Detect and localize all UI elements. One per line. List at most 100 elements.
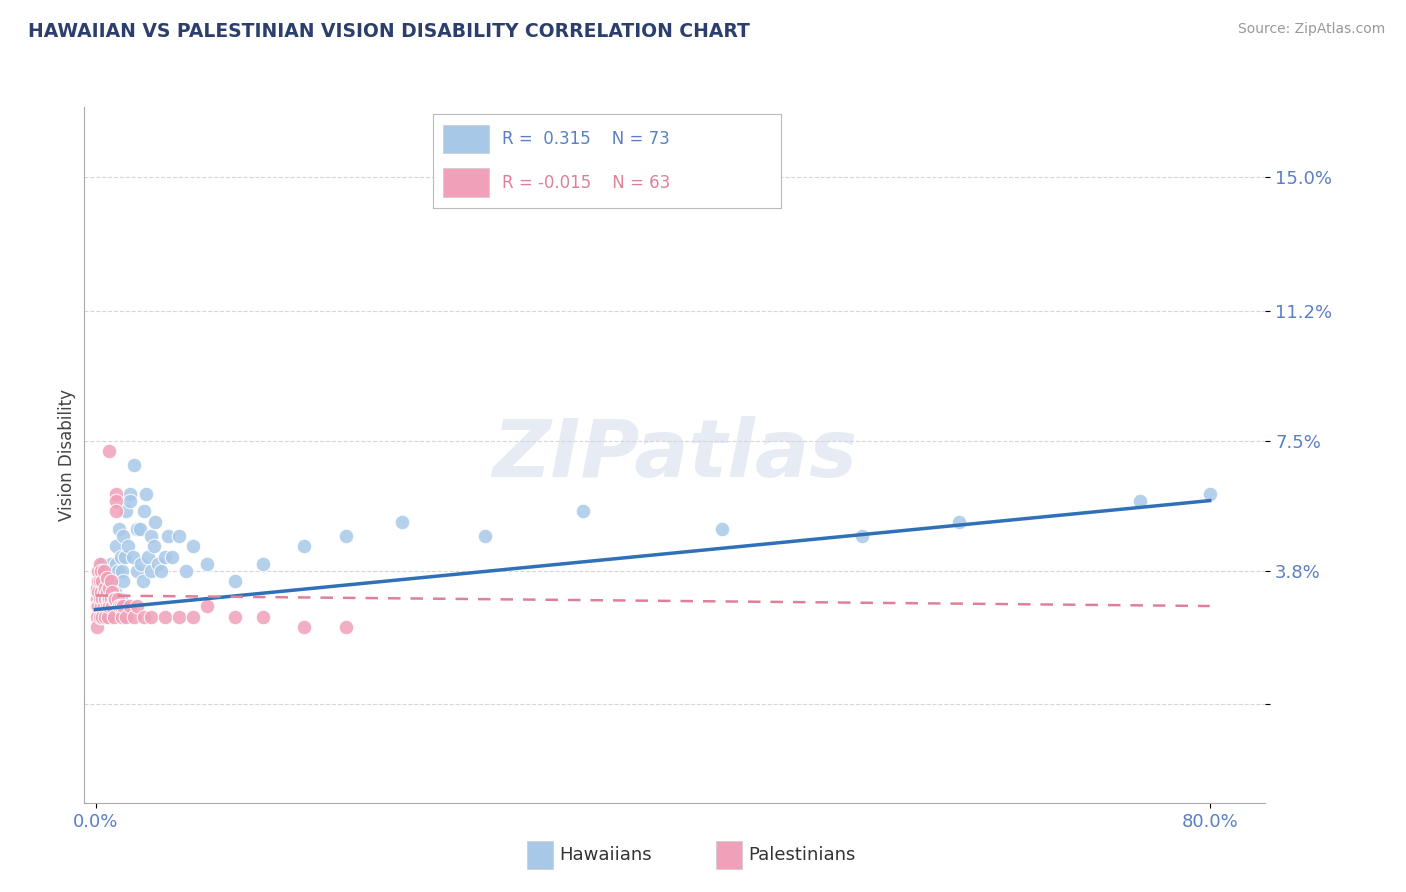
Point	[572, 504, 595, 518]
Point	[112, 599, 135, 613]
Point	[105, 493, 128, 508]
Point	[103, 592, 125, 607]
Point	[87, 585, 110, 599]
Point	[98, 609, 121, 624]
Point	[105, 504, 128, 518]
Point	[156, 529, 179, 543]
Point	[96, 585, 118, 599]
Point	[86, 585, 108, 599]
Point	[112, 529, 135, 543]
Point	[117, 539, 139, 553]
Point	[127, 522, 149, 536]
Point	[94, 582, 117, 596]
Point	[108, 599, 131, 613]
Point	[1198, 486, 1220, 500]
Point	[110, 592, 132, 607]
Point	[153, 609, 176, 624]
Point	[120, 486, 142, 500]
Point	[100, 557, 122, 571]
Point	[107, 592, 129, 607]
Point	[224, 609, 246, 624]
Point	[112, 574, 135, 589]
Point	[120, 493, 142, 508]
Text: ZIPatlas: ZIPatlas	[492, 416, 858, 494]
FancyBboxPatch shape	[716, 841, 742, 869]
Point	[87, 564, 110, 578]
Point	[252, 609, 274, 624]
Text: Source: ZipAtlas.com: Source: ZipAtlas.com	[1237, 22, 1385, 37]
Point	[141, 609, 163, 624]
Point	[97, 592, 120, 607]
Point	[122, 549, 145, 564]
Point	[104, 585, 127, 599]
Point	[86, 599, 108, 613]
Point	[167, 529, 190, 543]
Point	[91, 557, 114, 571]
Point	[195, 599, 218, 613]
Point	[98, 444, 121, 458]
Point	[100, 592, 122, 607]
Point	[98, 582, 121, 596]
Point	[90, 599, 112, 613]
Point	[101, 585, 124, 599]
Point	[132, 574, 155, 589]
Point	[90, 564, 112, 578]
Point	[101, 599, 124, 613]
Point	[124, 609, 146, 624]
Point	[181, 539, 204, 553]
Point	[89, 557, 111, 571]
Point	[105, 486, 128, 500]
Point	[87, 599, 110, 613]
Point	[131, 557, 153, 571]
Point	[89, 582, 111, 596]
Point	[138, 549, 160, 564]
Point	[195, 557, 218, 571]
Point	[98, 564, 121, 578]
Point	[97, 609, 120, 624]
Point	[115, 504, 138, 518]
Point	[86, 582, 108, 596]
Point	[252, 557, 274, 571]
Point	[91, 574, 114, 589]
Text: HAWAIIAN VS PALESTINIAN VISION DISABILITY CORRELATION CHART: HAWAIIAN VS PALESTINIAN VISION DISABILIT…	[28, 22, 749, 41]
Point	[105, 539, 128, 553]
Point	[93, 599, 115, 613]
Point	[335, 620, 357, 634]
Text: Hawaiians: Hawaiians	[560, 846, 652, 864]
Point	[103, 609, 125, 624]
Point	[174, 564, 197, 578]
Point	[96, 571, 118, 585]
Point	[96, 599, 118, 613]
Point	[127, 599, 149, 613]
Point	[101, 574, 124, 589]
Point	[167, 609, 190, 624]
Point	[108, 522, 131, 536]
Point	[134, 504, 156, 518]
Point	[98, 599, 121, 613]
Point	[181, 609, 204, 624]
Point	[94, 592, 117, 607]
Point	[107, 564, 129, 578]
Point	[90, 564, 112, 578]
Point	[87, 574, 110, 589]
Point	[149, 564, 172, 578]
Point	[98, 592, 121, 607]
Point	[87, 574, 110, 589]
Point	[89, 592, 111, 607]
Point	[127, 564, 149, 578]
Point	[335, 529, 357, 543]
FancyBboxPatch shape	[527, 841, 553, 869]
Point	[294, 539, 316, 553]
Point	[104, 592, 127, 607]
Y-axis label: Vision Disability: Vision Disability	[58, 389, 76, 521]
Point	[86, 620, 108, 634]
Text: Palestinians: Palestinians	[748, 846, 855, 864]
Point	[111, 609, 134, 624]
Point	[93, 564, 115, 578]
Point	[135, 486, 157, 500]
Point	[111, 564, 134, 578]
Point	[143, 539, 166, 553]
Point	[110, 549, 132, 564]
Point	[115, 609, 138, 624]
Point	[86, 599, 108, 613]
